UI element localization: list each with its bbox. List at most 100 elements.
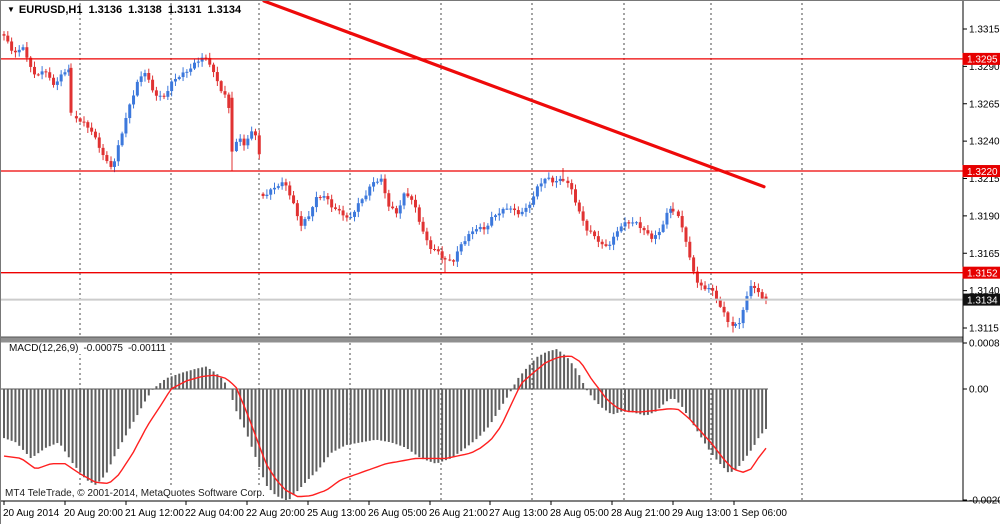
- candle-body: [380, 179, 383, 182]
- candle-body: [155, 90, 158, 95]
- candle-body: [44, 71, 47, 72]
- macd-bar: [742, 389, 744, 461]
- macd-bar: [26, 389, 28, 454]
- time-axis-label: 20 Aug 20:00: [64, 508, 123, 519]
- candle-body: [223, 91, 226, 94]
- candle-body: [303, 219, 306, 226]
- candle-body: [151, 80, 154, 91]
- candle-body: [471, 231, 474, 234]
- macd-bar: [110, 389, 112, 464]
- macd-bar: [281, 389, 283, 498]
- panel-separator-bar[interactable]: [1, 338, 963, 343]
- macd-bar: [590, 389, 592, 395]
- candle-body: [475, 229, 478, 231]
- macd-bar: [384, 389, 386, 441]
- macd-bar: [293, 389, 295, 495]
- candle-body: [418, 207, 421, 221]
- candle-body: [566, 181, 569, 183]
- candle-body: [14, 51, 17, 53]
- candle-body: [593, 232, 596, 237]
- candle-body: [86, 122, 89, 128]
- candle-body: [102, 148, 105, 155]
- macd-bar: [319, 389, 321, 467]
- candle-body: [140, 76, 143, 82]
- candle-body: [364, 196, 367, 200]
- candle-body: [315, 197, 318, 207]
- candle-body: [498, 214, 501, 216]
- candle-body: [128, 104, 131, 118]
- macd-bar: [540, 355, 542, 389]
- price-axis-label: 1.3315: [969, 25, 1000, 36]
- macd-bar: [445, 389, 447, 460]
- candle-body: [52, 78, 55, 85]
- macd-bar: [677, 389, 679, 403]
- candle-body: [307, 216, 310, 219]
- macd-bar: [392, 389, 394, 443]
- macd-bar: [639, 389, 641, 414]
- candle-body: [692, 257, 695, 271]
- macd-bar: [487, 389, 489, 428]
- symbol-dropdown-icon[interactable]: ▼: [7, 5, 15, 14]
- candle-body: [33, 67, 36, 74]
- time-axis-label: 28 Aug 21:00: [611, 508, 670, 519]
- macd-bar: [224, 383, 226, 389]
- candle-body: [193, 63, 196, 69]
- candle-body: [650, 233, 653, 238]
- candle-body: [110, 161, 113, 167]
- candle-body: [536, 186, 539, 196]
- macd-bar: [113, 389, 115, 456]
- macd-bar: [159, 383, 161, 389]
- candle-body: [70, 68, 73, 113]
- macd-bar: [563, 355, 565, 389]
- candle-body: [452, 260, 455, 261]
- candle-body: [742, 310, 745, 323]
- macd-bar: [723, 389, 725, 468]
- candle-body: [147, 73, 150, 80]
- macd-bar: [666, 389, 668, 401]
- macd-bar: [205, 367, 207, 389]
- candle-body: [37, 74, 40, 75]
- candle-body: [216, 72, 219, 81]
- candle-body: [163, 96, 166, 97]
- candle-body: [159, 96, 162, 97]
- indicator-name: MACD(12,26,9): [9, 343, 78, 354]
- level-price-badge-text: 1.3295: [967, 55, 998, 66]
- macd-bar: [342, 389, 344, 447]
- macd-bar: [685, 389, 687, 413]
- macd-bar: [453, 389, 455, 457]
- macd-bar: [14, 389, 16, 442]
- macd-bar: [171, 376, 173, 389]
- macd-bar: [479, 389, 481, 436]
- candle-body: [624, 222, 627, 226]
- macd-bar: [41, 389, 43, 450]
- candle-body: [342, 210, 345, 215]
- candle-body: [688, 242, 691, 258]
- candle-body: [555, 181, 558, 182]
- candle-body: [517, 210, 520, 214]
- macd-bar: [578, 375, 580, 389]
- candle-body: [136, 82, 139, 96]
- macd-bar: [346, 389, 348, 445]
- candle-body: [559, 179, 562, 181]
- macd-bar: [449, 389, 451, 459]
- price-axis[interactable]: 1.33151.32901.32651.32401.32151.31901.31…: [963, 25, 1000, 335]
- macd-bar: [140, 389, 142, 408]
- macd-bar: [582, 383, 584, 389]
- macd-bar: [163, 380, 165, 389]
- candle-body: [368, 187, 371, 196]
- macd-bar: [201, 367, 203, 389]
- macd-bar: [620, 389, 622, 412]
- candle-body: [547, 178, 550, 179]
- candle-body: [604, 244, 607, 246]
- candle-body: [464, 241, 467, 244]
- macd-bar: [651, 389, 653, 413]
- macd-bar: [121, 389, 123, 442]
- price-axis-label: 1.3115: [969, 324, 999, 335]
- macd-bar: [510, 389, 512, 391]
- macd-bar: [750, 389, 752, 451]
- candle-body: [723, 307, 726, 313]
- candle-body: [639, 222, 642, 228]
- candle-body: [185, 72, 188, 73]
- macd-bar: [403, 389, 405, 447]
